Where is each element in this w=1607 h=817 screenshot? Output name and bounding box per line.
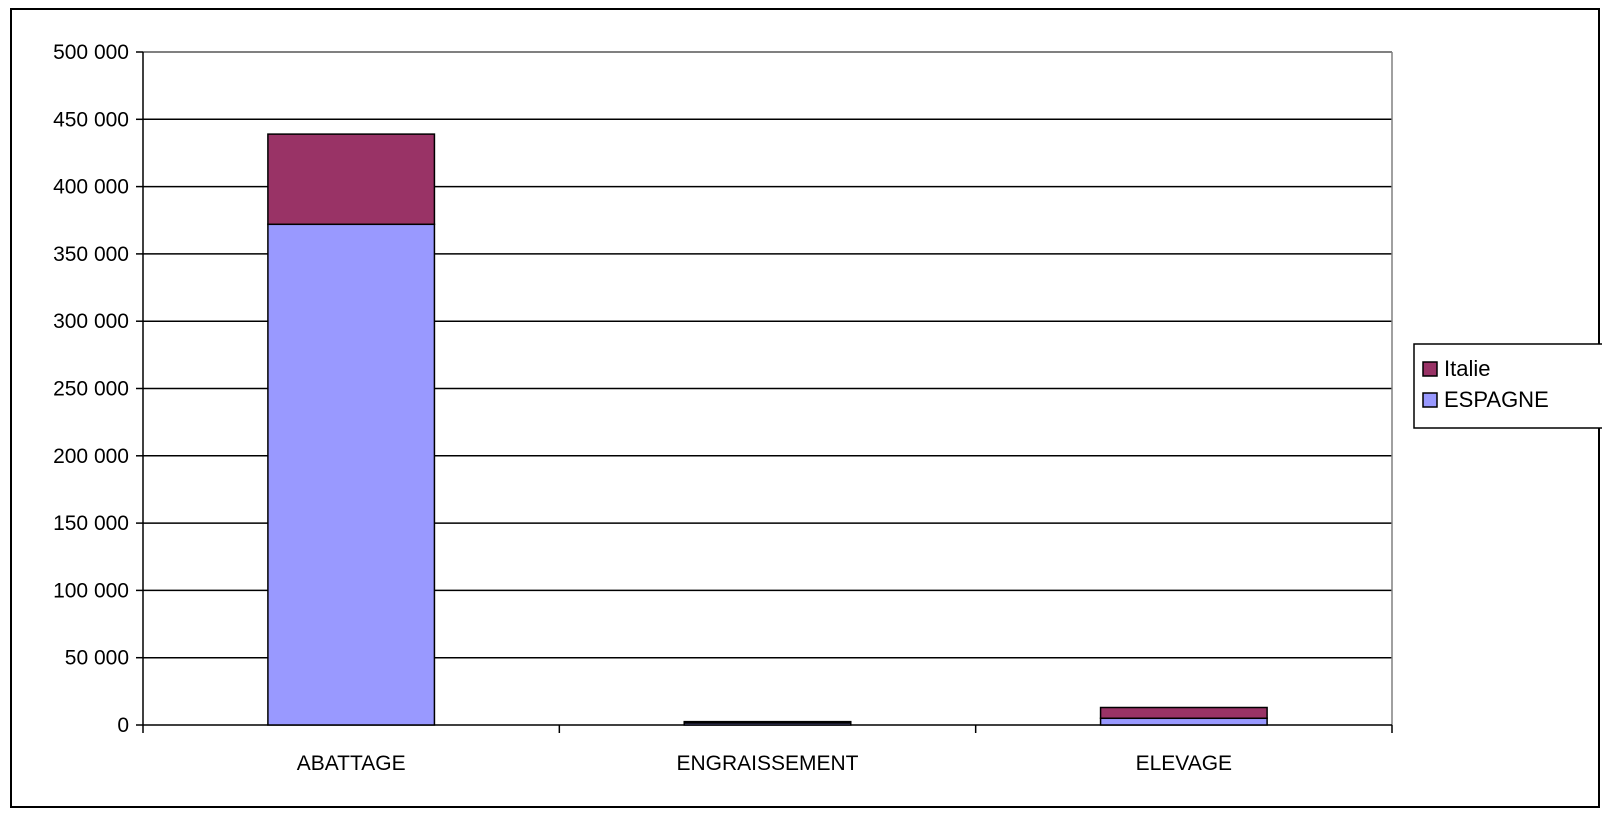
stacked-bar-chart: 0 50 000 100 000 150 000 200 000 250 000 300 0… [53, 41, 1602, 775]
y-tick-label: 500 000 [53, 41, 129, 64]
bar-espagne-elevage [1099, 717, 1268, 726]
y-tick-label: 450 000 [53, 108, 129, 131]
y-tick-label: 350 000 [53, 243, 129, 266]
legend-box [1413, 343, 1602, 429]
x-tick-label: ABATTAGE [297, 752, 406, 775]
y-tick-label: 200 000 [53, 445, 129, 468]
y-tick-label: 300 000 [53, 310, 129, 333]
bar-italie-elevage [1099, 706, 1268, 720]
legend-label-italie: Italie [1444, 356, 1490, 381]
y-tick-label: 250 000 [53, 378, 129, 401]
x-tick-label: ELEVAGE [1136, 752, 1233, 775]
y-tick-label: 100 000 [53, 579, 129, 602]
bar-espagne-abattage [267, 223, 436, 726]
y-tick-label: 400 000 [53, 176, 129, 199]
bar-italie-engraissement [683, 720, 852, 724]
bar-italie-abattage [267, 133, 436, 226]
legend-swatch-italie [1422, 361, 1438, 377]
chart-frame: 0 50 000 100 000 150 000 200 000 250 000 300 0… [10, 8, 1602, 808]
y-tick-label: 0 [117, 714, 129, 737]
legend-label-espagne: ESPAGNE [1444, 387, 1549, 412]
legend-swatch-espagne [1422, 392, 1438, 408]
x-tick-label: ENGRAISSEMENT [676, 752, 858, 775]
y-tick-label: 150 000 [53, 512, 129, 535]
y-tick-label: 50 000 [65, 647, 129, 670]
